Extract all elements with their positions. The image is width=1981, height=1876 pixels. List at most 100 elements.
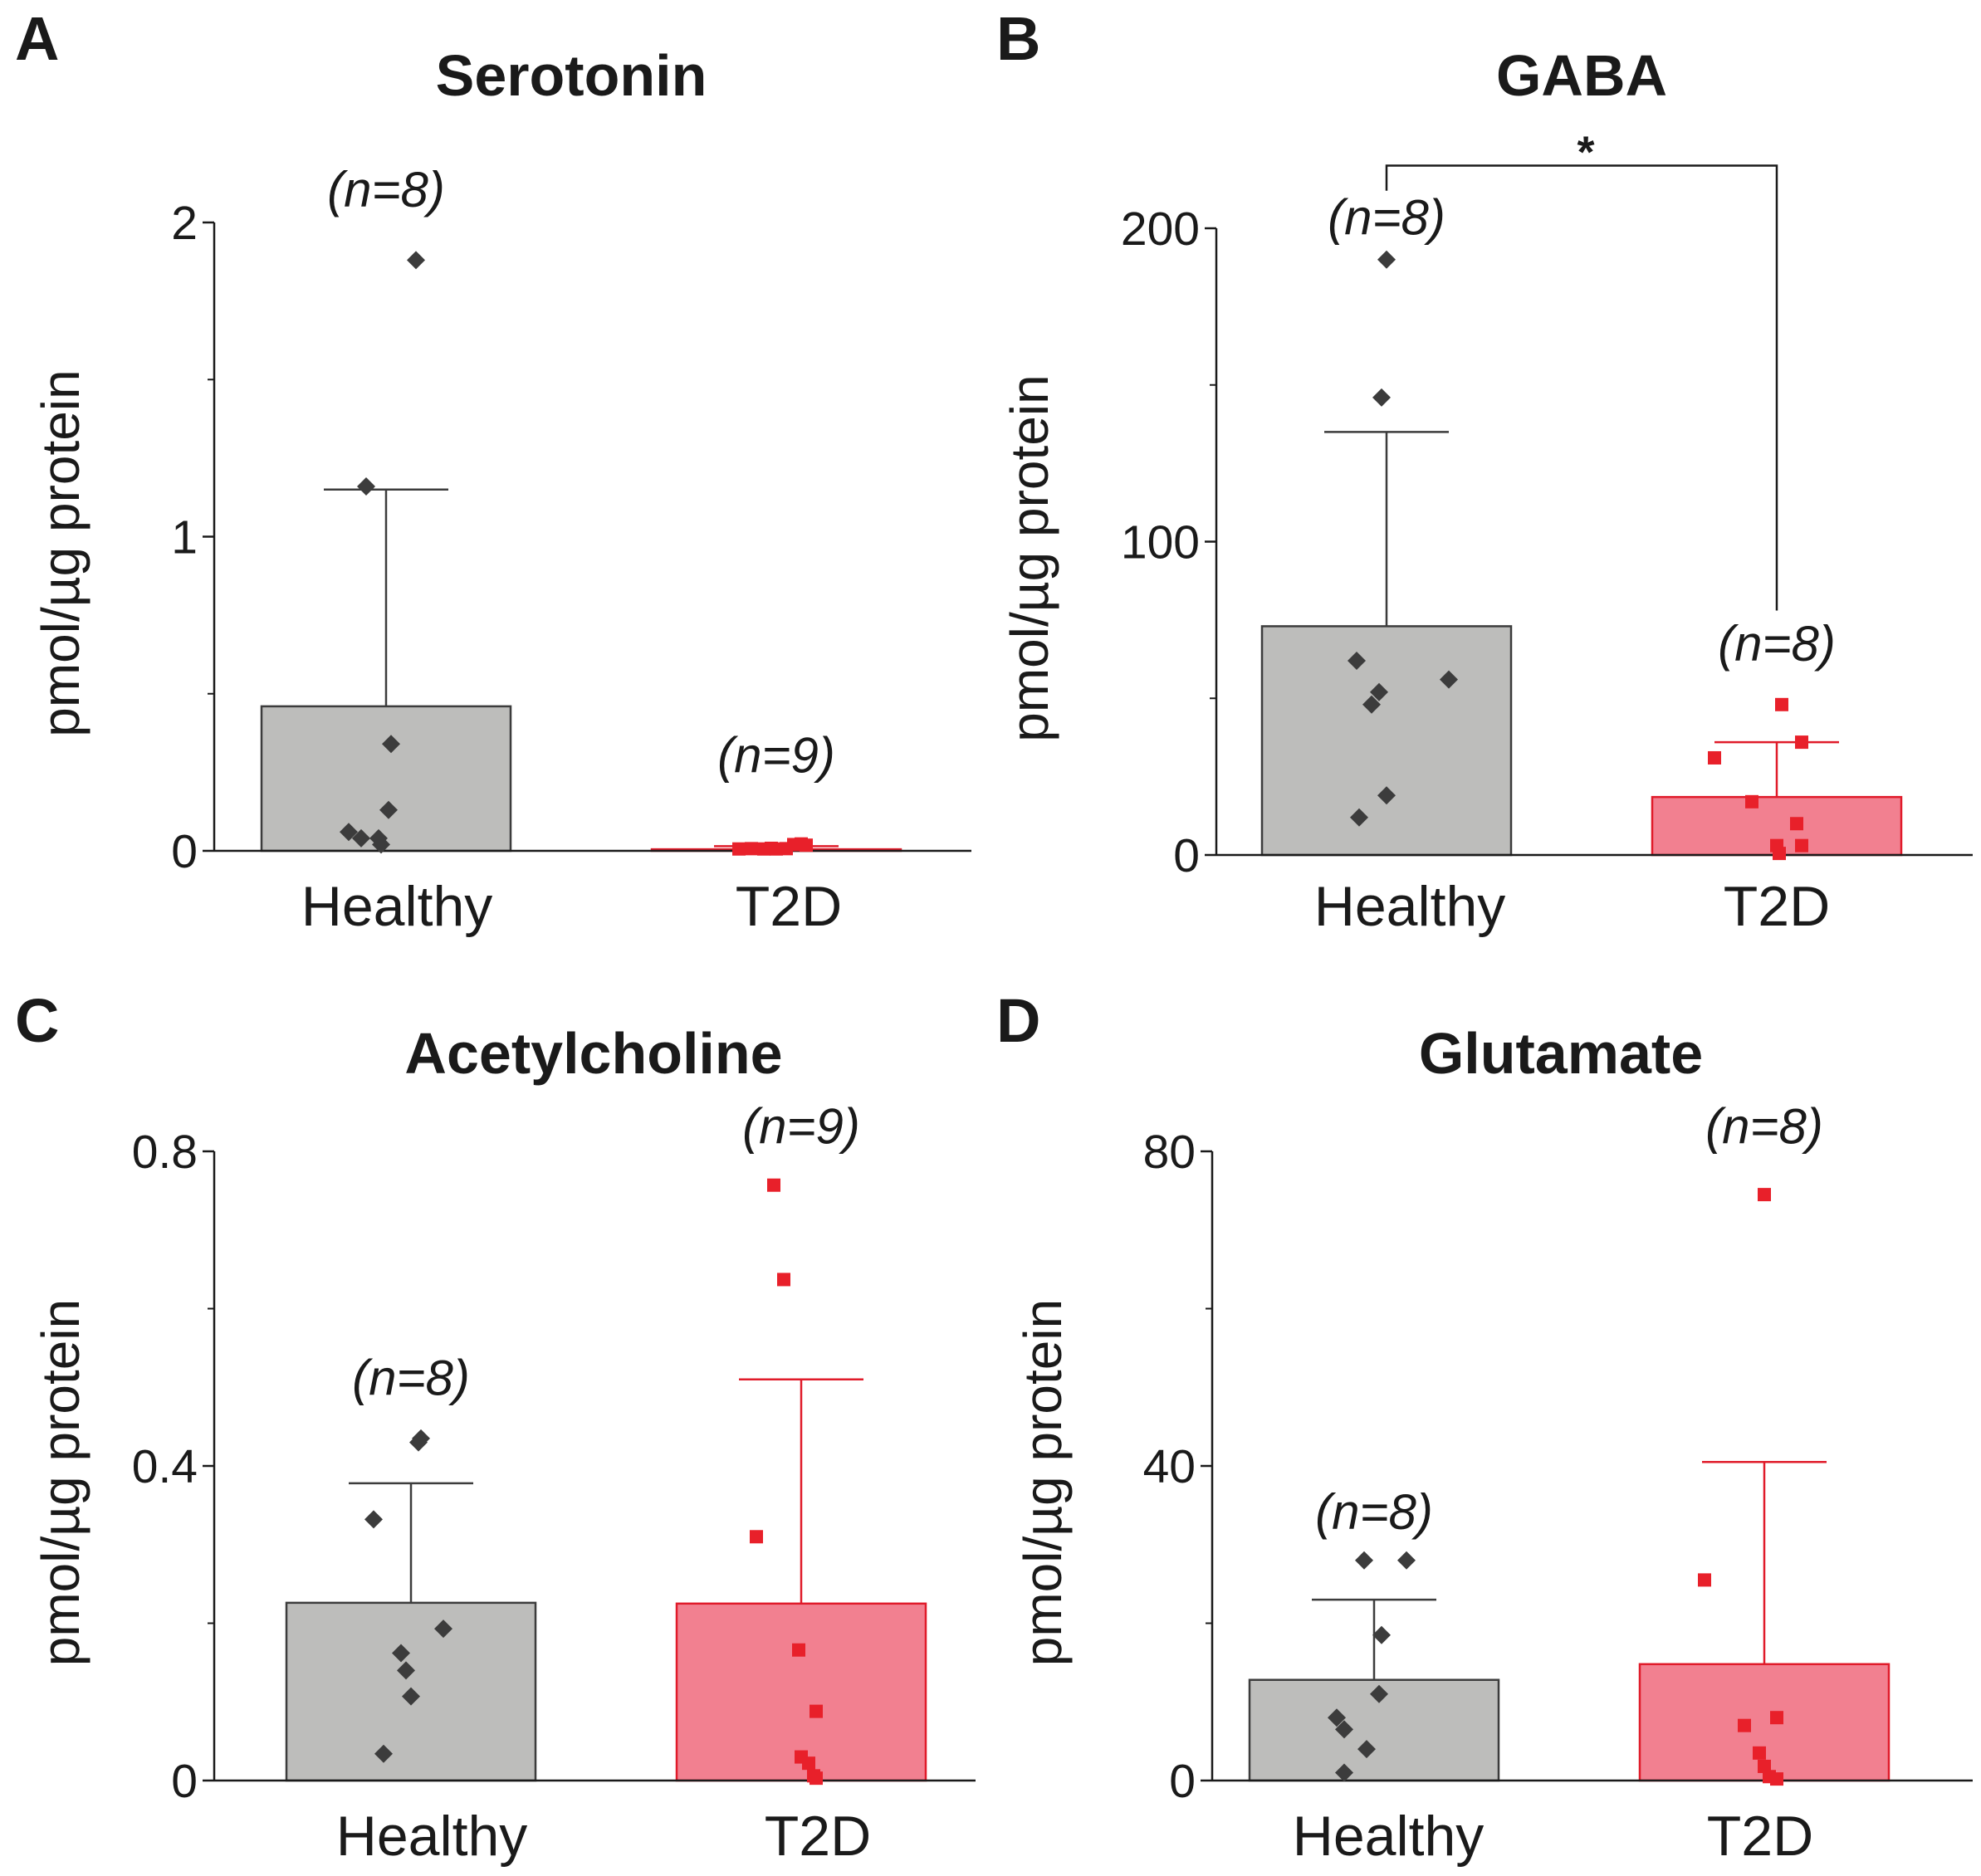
sample-size-label: (n=9) [717, 727, 835, 783]
data-point-healthy [374, 1744, 393, 1763]
y-tick-label: 0 [1169, 1755, 1196, 1808]
data-point-t2d [1753, 1746, 1766, 1760]
data-point-t2d [1770, 1711, 1783, 1725]
y-axis-label: pmol/µg protein [1000, 374, 1059, 741]
x-category-label: T2D [765, 1805, 871, 1868]
data-point-healthy [352, 828, 370, 848]
data-point-healthy [379, 800, 398, 819]
data-point-healthy [1370, 1684, 1388, 1703]
data-point-t2d [1795, 838, 1808, 853]
data-point-t2d [777, 1273, 790, 1287]
panel-title: Serotonin [436, 43, 707, 108]
x-category-label: Healthy [301, 875, 493, 938]
data-point-healthy [340, 823, 358, 842]
data-point-healthy [392, 1644, 410, 1663]
sample-size-label: (n=8) [1705, 1099, 1823, 1155]
data-point-healthy [1372, 388, 1391, 407]
y-tick-label: 100 [1121, 516, 1200, 569]
y-tick-label: 2 [171, 197, 198, 250]
data-point-t2d [732, 842, 746, 856]
data-point-t2d [1773, 847, 1786, 861]
sample-size-label: (n=8) [327, 162, 445, 217]
y-tick-label: 0.8 [132, 1126, 198, 1179]
data-point-healthy [1335, 1720, 1353, 1739]
data-point-t2d [810, 1704, 823, 1718]
data-point-t2d [1770, 1772, 1783, 1786]
data-point-healthy [1372, 1625, 1391, 1644]
data-point-t2d [810, 1771, 823, 1786]
data-point-t2d [1708, 750, 1721, 765]
x-category-label: T2D [1707, 1805, 1813, 1868]
y-tick-label: 0.4 [132, 1440, 198, 1493]
significance-bracket [1385, 164, 1778, 611]
y-axis-label: pmol/µg protein [31, 369, 90, 736]
data-point-t2d [1745, 794, 1758, 809]
panel-letter: C [15, 986, 59, 1055]
y-tick-label: 80 [1143, 1126, 1196, 1179]
data-point-healthy [372, 835, 390, 854]
x-category-label: T2D [1724, 875, 1830, 938]
sample-size-label: (n=8) [1718, 616, 1836, 672]
data-point-healthy [434, 1620, 452, 1639]
y-axis-label: pmol/µg protein [31, 1299, 90, 1666]
bar-healthy [1260, 625, 1513, 857]
panel-letter: A [15, 4, 59, 73]
data-point-t2d [1795, 735, 1808, 750]
data-point-healthy [1362, 695, 1381, 714]
data-point-healthy [1377, 786, 1396, 805]
y-tick-label: 40 [1143, 1440, 1196, 1493]
data-point-healthy [1328, 1708, 1346, 1727]
y-tick-label: 0 [1173, 829, 1200, 882]
data-point-t2d [1758, 1759, 1771, 1773]
x-category-label: Healthy [1314, 875, 1506, 938]
data-point-t2d [1738, 1718, 1751, 1732]
data-point-healthy [397, 1661, 415, 1680]
data-point-healthy [1350, 808, 1368, 827]
panel-d: D Glutamate pmol/µg protein 0 40 80 Healthy T2D… [996, 986, 1973, 1868]
data-point-t2d [767, 1178, 780, 1192]
data-point-healthy [402, 1687, 420, 1706]
data-point-healthy [1335, 1763, 1353, 1782]
data-point-healthy [1377, 250, 1396, 269]
x-category-label: T2D [736, 875, 842, 938]
y-tick-label: 200 [1121, 203, 1200, 256]
data-point-healthy [364, 1510, 383, 1529]
sample-size-label: (n=8) [1328, 190, 1445, 246]
data-point-t2d [1758, 1188, 1771, 1202]
data-point-healthy [409, 1433, 428, 1452]
data-point-t2d [802, 1756, 815, 1771]
panel-title: Acetylcholine [404, 1021, 782, 1086]
data-point-t2d [745, 842, 758, 856]
data-point-healthy [1355, 1551, 1373, 1570]
panel-letter: D [996, 986, 1040, 1055]
y-tick-label: 1 [171, 511, 198, 564]
sample-size-label: (n=8) [1315, 1484, 1433, 1540]
data-point-healthy [382, 735, 400, 754]
panel-c: C Acetylcholine pmol/µg protein 0 0.4 0.8 Heal… [15, 986, 976, 1868]
data-point-healthy [357, 476, 375, 496]
x-category-label: Healthy [1293, 1805, 1485, 1868]
x-category-label: Healthy [336, 1805, 528, 1868]
y-axis-label: pmol/µg protein [1013, 1299, 1073, 1666]
data-point-t2d [800, 838, 813, 853]
panel-b: B GABA pmol/µg protein 0 100 200 Healthy T2D (n=… [996, 4, 1973, 938]
panel-a: A Serotonin pmol/µg protein 0 1 2 Healthy T2D (n… [15, 4, 971, 938]
sample-size-label: (n=9) [742, 1099, 860, 1155]
data-point-healthy [1357, 1740, 1376, 1759]
data-point-healthy [1370, 682, 1388, 701]
data-point-healthy [1397, 1551, 1416, 1570]
y-tick-label: 0 [171, 1755, 198, 1808]
panel-title: GABA [1496, 43, 1667, 108]
data-point-healthy [1348, 651, 1366, 670]
panel-title: Glutamate [1419, 1021, 1703, 1086]
data-point-healthy [407, 251, 425, 270]
sample-size-label: (n=8) [352, 1351, 470, 1406]
data-point-t2d [1790, 817, 1803, 831]
panel-letter: B [996, 4, 1040, 73]
data-point-healthy [1440, 670, 1458, 689]
significance-star: * [1577, 128, 1594, 178]
data-point-t2d [1698, 1573, 1711, 1587]
data-point-t2d [1775, 697, 1788, 711]
data-point-t2d [792, 1643, 805, 1657]
